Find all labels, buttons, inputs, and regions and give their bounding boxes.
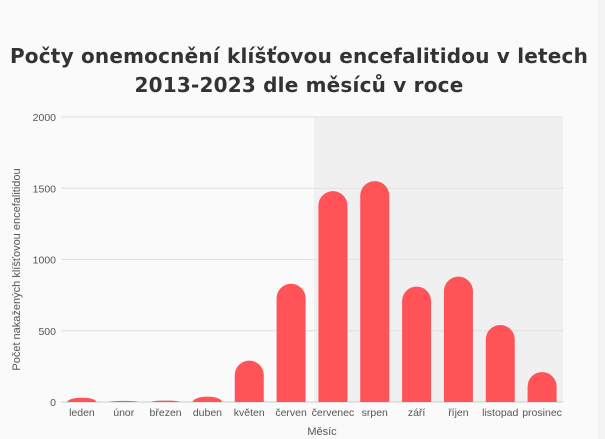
- y-tick-label: 0: [50, 397, 56, 409]
- bar-prosinec[interactable]: [527, 372, 557, 402]
- bar-říjen[interactable]: [443, 276, 473, 402]
- x-tick-label: květen: [234, 407, 265, 419]
- bar-srpen[interactable]: [360, 181, 390, 402]
- bar-březen[interactable]: [151, 400, 181, 402]
- x-tick-label: březen: [150, 407, 182, 419]
- bar-duben[interactable]: [192, 396, 222, 402]
- x-tick-label: říjen: [448, 407, 469, 419]
- x-axis-label: Měsíc: [307, 426, 337, 438]
- y-tick-label: 1000: [33, 255, 57, 267]
- y-tick-label: 500: [38, 326, 56, 338]
- x-tick-label: listopad: [482, 407, 518, 419]
- bar-květen[interactable]: [234, 360, 264, 402]
- bar-listopad[interactable]: [485, 325, 515, 402]
- x-tick-label: leden: [69, 407, 95, 419]
- x-tick-label: únor: [113, 407, 135, 419]
- chart-title-line-2: 2013-2023 dle měsíců v roce: [134, 73, 464, 97]
- bar-leden[interactable]: [67, 397, 97, 402]
- y-axis-label: Počet nakažených klíšťovou encefalitidou: [11, 168, 23, 370]
- y-tick-label: 2000: [33, 112, 57, 124]
- chart-title-line-1: Počty onemocnění klíšťovou encefalitidou…: [9, 44, 589, 68]
- x-tick-label: prosinec: [522, 407, 562, 419]
- x-tick-label: červenec: [312, 407, 355, 419]
- x-tick-label: červen: [275, 407, 307, 419]
- bar-únor[interactable]: [109, 400, 139, 402]
- chart-title: Počty onemocnění klíšťovou encefalitidou…: [0, 42, 598, 100]
- bar-červen[interactable]: [276, 283, 306, 402]
- y-tick-label: 1500: [33, 183, 57, 195]
- bar-červenec[interactable]: [318, 191, 348, 402]
- x-tick-label: duben: [193, 407, 222, 419]
- bar-září[interactable]: [402, 286, 432, 402]
- x-tick-label: září: [408, 407, 426, 419]
- x-tick-label: srpen: [362, 407, 388, 419]
